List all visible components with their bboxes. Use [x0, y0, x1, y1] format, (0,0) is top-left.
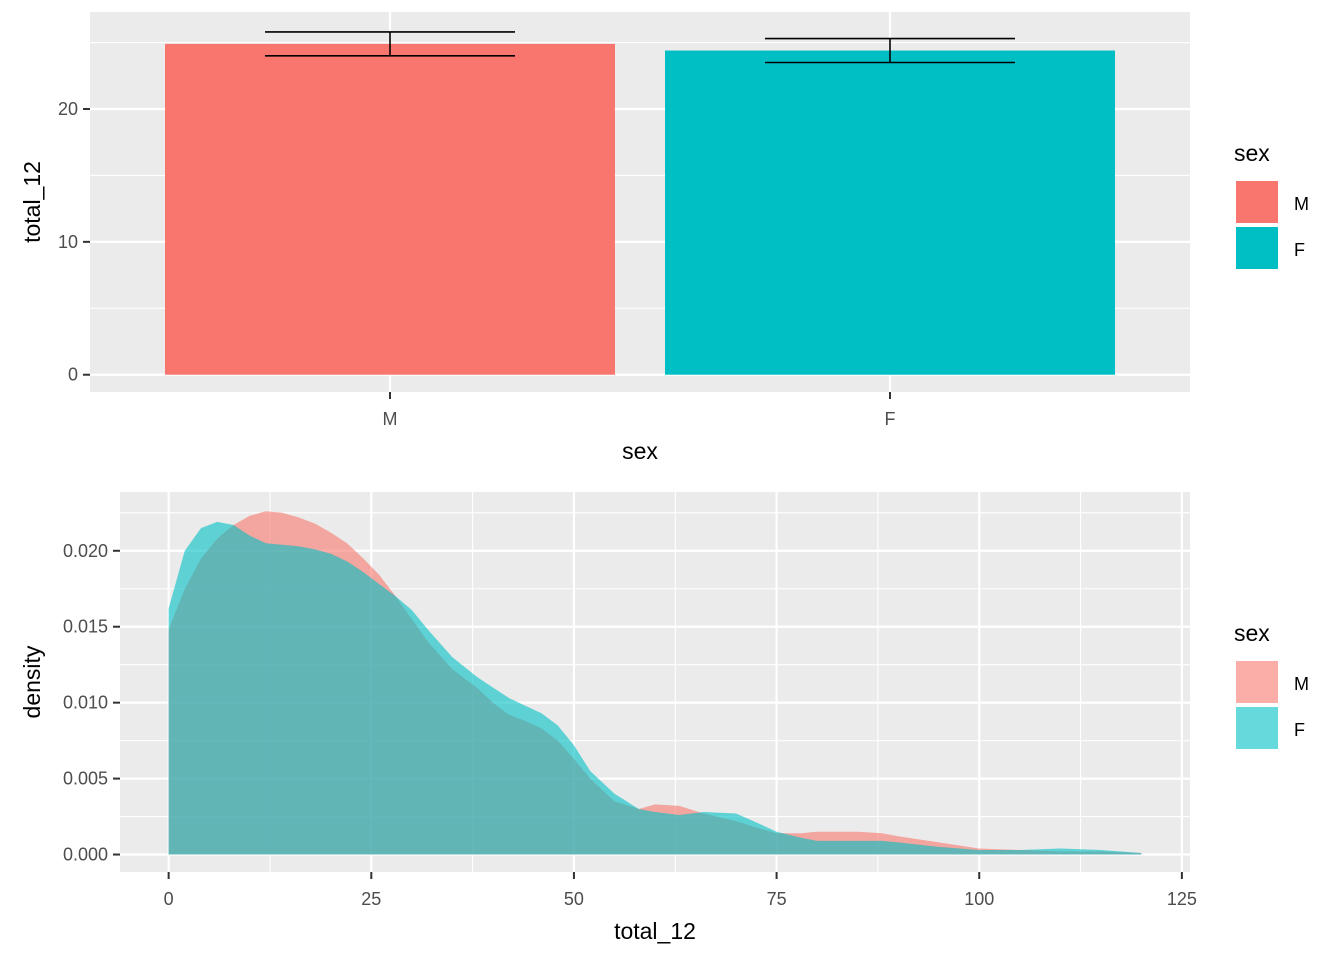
density-y-tick-label: 0.020: [63, 541, 108, 561]
bar-x-tick-label: F: [885, 409, 896, 429]
density-x-tick-label: 50: [564, 889, 584, 909]
density-chart-x-ticks: 0 25 50 75 100 125: [164, 872, 1197, 909]
bar-chart-bars: [165, 43, 1115, 375]
bar-x-tick-label: M: [383, 409, 398, 429]
bar-legend-title: sex: [1234, 140, 1270, 166]
bar-legend-key-f: [1234, 225, 1280, 271]
bar-legend-label-m: M: [1294, 194, 1309, 214]
bar-y-tick-label: 20: [58, 99, 78, 119]
density-chart-areas: [168, 511, 1142, 855]
density-y-tick-label: 0.015: [63, 617, 108, 637]
bar-m: [165, 43, 615, 375]
density-legend-key-m: [1234, 659, 1280, 705]
density-legend-label-f: F: [1294, 720, 1305, 740]
density-y-tick-label: 0.000: [63, 845, 108, 865]
density-x-tick-label: 25: [361, 889, 381, 909]
bar-chart-x-axis-title: sex: [622, 438, 658, 464]
density-legend-key-f: [1234, 705, 1280, 751]
bar-legend-label-f: F: [1294, 240, 1305, 260]
density-y-tick-label: 0.010: [63, 693, 108, 713]
density-legend-label-m: M: [1294, 674, 1309, 694]
density-x-tick-label: 100: [964, 889, 994, 909]
bar-f: [665, 50, 1115, 375]
bar-y-tick-label: 10: [58, 232, 78, 252]
density-x-tick-label: 75: [767, 889, 787, 909]
density-y-tick-label: 0.005: [63, 769, 108, 789]
density-chart-legend: sex M F: [1234, 620, 1309, 751]
bar-chart-y-ticks: 0 10 20: [58, 99, 90, 385]
bar-chart-y-axis-title: total_12: [19, 161, 45, 243]
bar-chart-error-bars: [265, 31, 1015, 64]
density-chart-y-ticks: 0.000 0.005 0.010 0.015 0.020: [63, 541, 120, 865]
density-x-tick-label: 125: [1167, 889, 1197, 909]
density-x-tick-label: 0: [164, 889, 174, 909]
bar-legend-key-m: [1234, 179, 1280, 225]
bar-y-tick-label: 0: [68, 365, 78, 385]
density-chart-y-axis-title: density: [19, 645, 45, 718]
density-legend-title: sex: [1234, 620, 1270, 646]
density-area-f: [168, 521, 1142, 855]
density-chart-x-axis-title: total_12: [614, 918, 696, 944]
bar-chart-legend: sex M F: [1234, 140, 1309, 271]
